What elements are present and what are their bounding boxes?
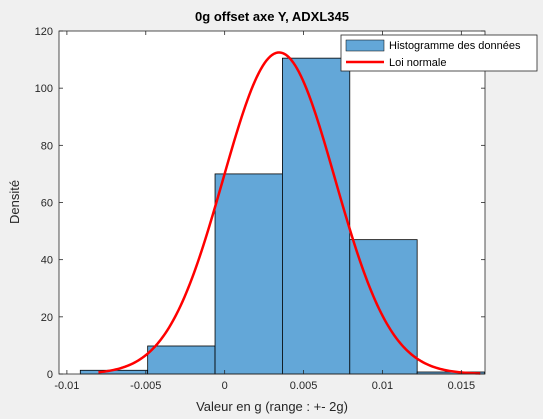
y-tick-label: 120	[35, 26, 53, 38]
histogram-bars	[79, 57, 485, 375]
y-tick-label: 80	[41, 140, 53, 152]
y-tick-label: 20	[41, 312, 53, 324]
x-tick-label: 0.005	[290, 380, 318, 392]
x-tick-label: 0.015	[448, 380, 476, 392]
y-tick-label: 60	[41, 198, 53, 210]
chart-title: 0g offset axe Y, ADXL345	[195, 9, 349, 24]
x-axis-ticks: -0.01 -0.005 0 0.005 0.01 0.015	[54, 31, 475, 392]
legend-histogram-label: Histogramme des données	[389, 40, 521, 52]
y-tick-label: 0	[47, 369, 53, 381]
x-tick-label: -0.01	[54, 380, 79, 392]
legend-curve-label: Loi normale	[389, 57, 446, 69]
y-tick-label: 40	[41, 255, 53, 267]
histogram-bar	[214, 173, 283, 375]
x-tick-label: -0.005	[130, 380, 161, 392]
histogram-bar	[282, 57, 351, 375]
y-axis-label: Densité	[7, 180, 22, 224]
legend: Histogramme des données Loi normale	[340, 34, 538, 72]
y-axis-ticks: 0 20 40 60 80 100 120	[35, 26, 485, 381]
x-tick-label: 0.01	[372, 380, 393, 392]
normal-curve-line	[98, 51, 481, 375]
histogram-bar	[147, 345, 216, 375]
x-axis-label: Valeur en g (range : +- 2g)	[196, 399, 348, 414]
y-tick-label: 100	[35, 83, 53, 95]
legend-histogram-swatch	[345, 39, 385, 52]
x-tick-label: 0	[222, 380, 228, 392]
